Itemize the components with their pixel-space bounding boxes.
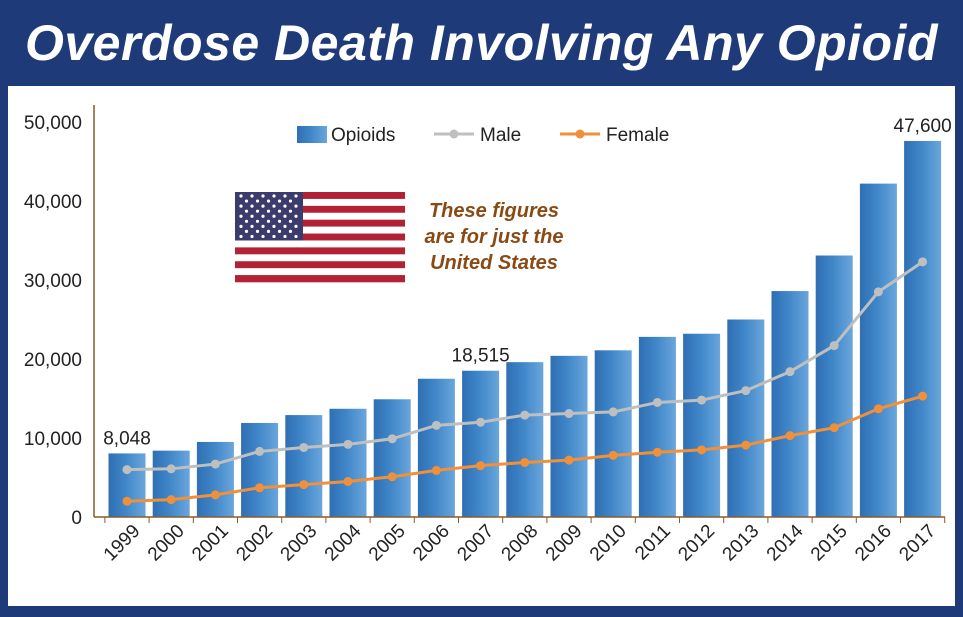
bar-2012	[683, 333, 721, 517]
point-female-2008	[520, 457, 530, 467]
point-female-2016	[873, 404, 883, 414]
bar-2006	[417, 378, 455, 517]
bar-2002	[241, 422, 279, 517]
point-female-2010	[608, 450, 618, 460]
legend-marker-female	[575, 129, 585, 139]
x-tick-label: 1999	[100, 521, 145, 566]
note-line-1: These figures	[429, 200, 559, 222]
y-tick-label: 10,000	[24, 429, 82, 450]
y-tick-label: 40,000	[24, 192, 82, 213]
x-tick-label: 2003	[277, 521, 322, 566]
point-female-2005	[387, 472, 397, 482]
x-tick-label: 2014	[763, 520, 808, 565]
point-female-2006	[431, 465, 441, 475]
x-tick-label: 2011	[631, 521, 675, 565]
point-male-2017	[918, 257, 928, 267]
bar-2011	[638, 336, 676, 517]
point-male-2014	[785, 367, 795, 377]
legend-swatch-opioids	[297, 126, 327, 143]
point-female-2003	[299, 480, 309, 490]
bar-2004	[329, 408, 367, 517]
point-male-2010	[608, 407, 618, 417]
us-flag-icon	[235, 192, 405, 283]
bar-2013	[727, 319, 765, 517]
title-bar: Overdose Death Involving Any Opioid	[0, 0, 963, 86]
point-male-2011	[652, 397, 662, 407]
point-female-2009	[564, 455, 574, 465]
x-tick-label: 2002	[232, 521, 277, 566]
point-male-2003	[299, 442, 309, 452]
data-label-2017: 47,600	[894, 116, 952, 137]
bar-2016	[859, 183, 897, 517]
point-female-2012	[697, 445, 707, 455]
x-tick-label: 2017	[895, 521, 940, 566]
point-male-2004	[343, 439, 353, 449]
bar-2003	[285, 415, 323, 517]
point-male-2015	[829, 341, 839, 351]
bar-2007	[462, 370, 500, 517]
point-male-2009	[564, 409, 574, 419]
bar-2014	[771, 291, 809, 517]
legend-label-female: Female	[606, 125, 669, 146]
point-female-2004	[343, 476, 353, 486]
y-tick-label: 20,000	[24, 350, 82, 371]
bar-1999	[108, 453, 146, 517]
x-tick-label: 2004	[321, 520, 366, 565]
point-male-1999	[122, 465, 132, 475]
bar-2017	[904, 140, 942, 517]
x-tick-label: 2012	[674, 521, 719, 566]
point-female-2000	[166, 495, 176, 505]
x-tick-label: 2010	[586, 521, 631, 566]
x-tick-label: 2016	[851, 521, 896, 566]
bar-2009	[550, 355, 588, 517]
point-female-2017	[918, 391, 928, 401]
point-male-2012	[697, 395, 707, 405]
data-label-1999: 8,048	[103, 428, 151, 449]
data-label-2007: 18,515	[452, 346, 510, 367]
point-female-1999	[122, 496, 132, 506]
x-tick-label: 2006	[409, 521, 454, 566]
bar-2008	[506, 362, 544, 517]
bar-2005	[373, 399, 411, 517]
legend-label-opioids: Opioids	[331, 125, 395, 146]
x-tick-label: 2013	[719, 521, 764, 566]
bar-2001	[196, 441, 234, 517]
point-male-2001	[210, 459, 220, 469]
legend-label-male: Male	[480, 125, 521, 146]
point-female-2002	[255, 483, 265, 493]
point-female-2013	[741, 440, 751, 450]
y-tick-label: 30,000	[24, 271, 82, 292]
x-tick-label: 2009	[542, 521, 587, 566]
point-male-2005	[387, 434, 397, 444]
note-line-3: United States	[430, 252, 558, 274]
point-female-2015	[829, 423, 839, 433]
x-tick-label: 2000	[144, 521, 189, 566]
point-male-2007	[476, 417, 486, 427]
note-text: These figures are for just the United St…	[425, 200, 564, 274]
bar-2010	[594, 350, 632, 517]
x-tick-label: 2007	[453, 521, 498, 566]
x-tick-label: 2015	[807, 521, 852, 566]
chart-title: Overdose Death Involving Any Opioid	[24, 15, 938, 71]
point-female-2007	[476, 461, 486, 471]
point-male-2002	[255, 446, 265, 456]
point-male-2013	[741, 386, 751, 396]
y-tick-label: 0	[71, 508, 82, 529]
x-tick-label: 2008	[498, 521, 543, 566]
point-female-2014	[785, 431, 795, 441]
x-tick-label: 2005	[365, 521, 410, 566]
x-tick-label: 2001	[188, 521, 233, 566]
y-tick-label: 50,000	[24, 113, 82, 134]
point-male-2016	[873, 287, 883, 297]
point-male-2000	[166, 464, 176, 474]
point-male-2008	[520, 410, 530, 420]
legend-marker-male	[449, 129, 459, 139]
point-female-2011	[652, 447, 662, 457]
bar-2015	[815, 255, 853, 517]
bar-2000	[152, 450, 190, 517]
point-male-2006	[431, 420, 441, 430]
note-line-2: are for just the	[425, 226, 564, 248]
point-female-2001	[210, 490, 220, 500]
